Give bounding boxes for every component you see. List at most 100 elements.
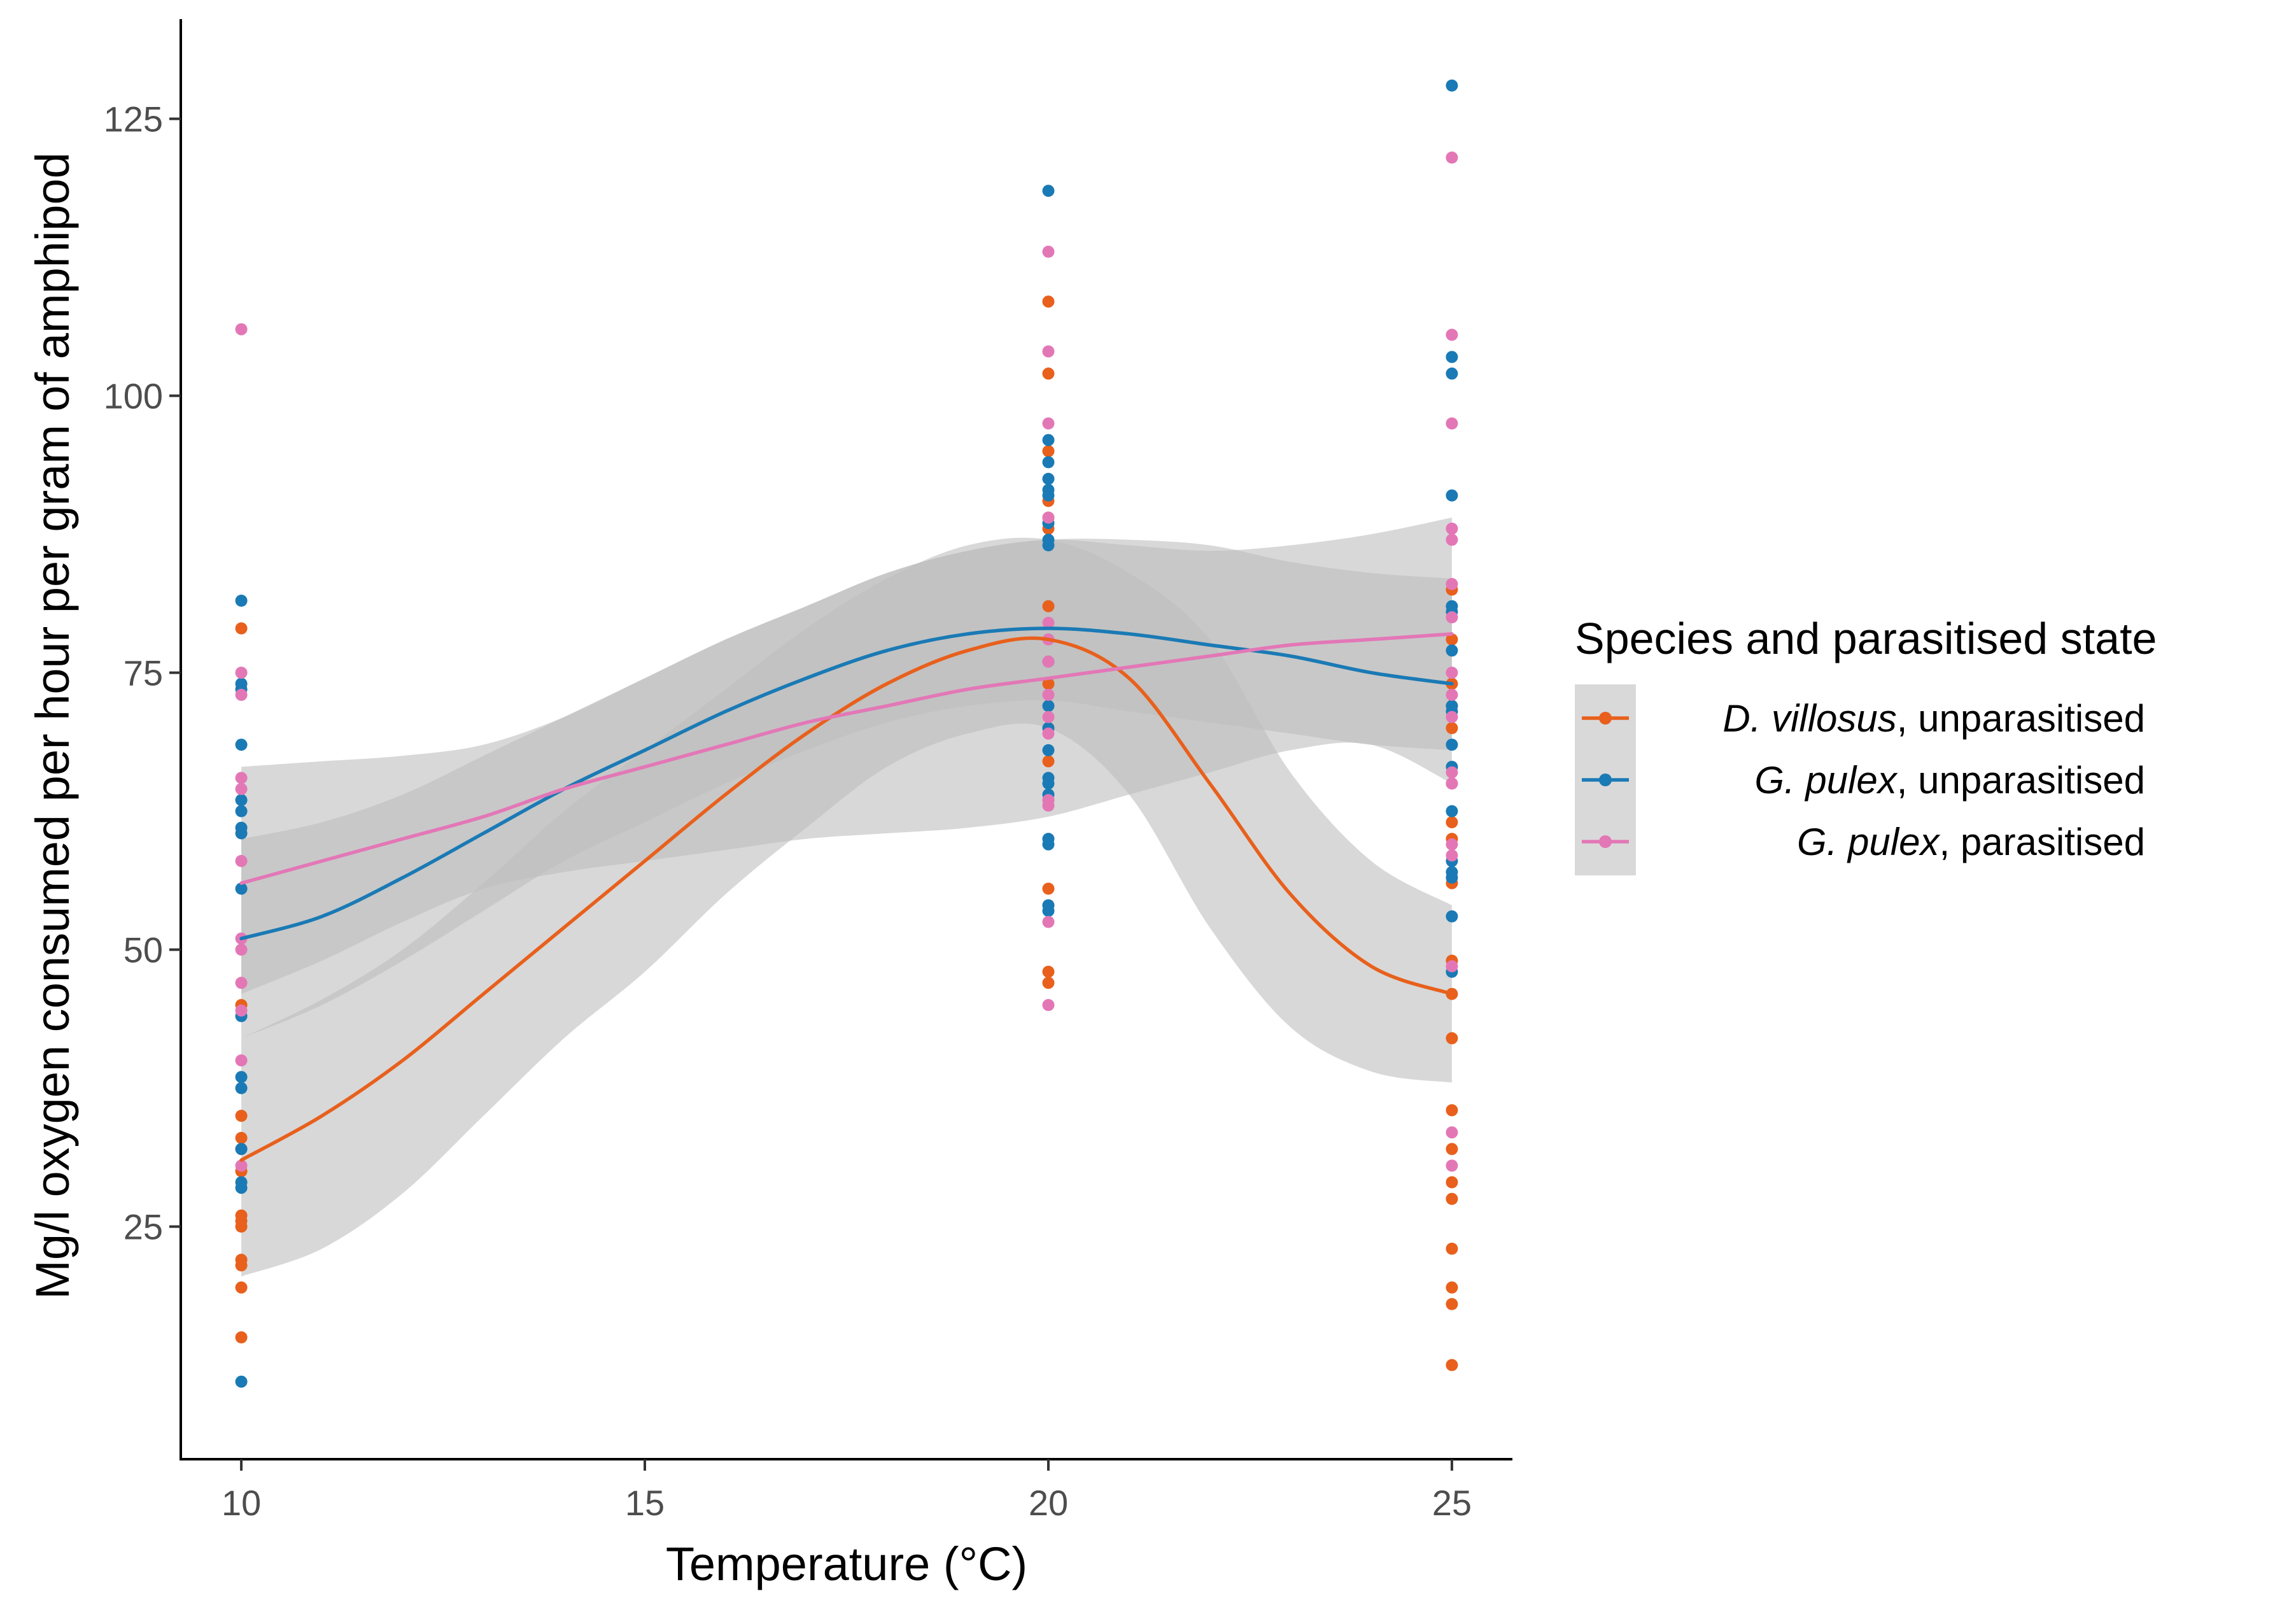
y-tick-label: 25 <box>123 1207 163 1247</box>
legend-state: , parasitised <box>1940 821 2146 863</box>
data-point-1 <box>1042 838 1055 851</box>
data-point-1 <box>235 1082 248 1094</box>
data-point-2 <box>1446 329 1458 341</box>
data-point-2 <box>1446 688 1458 701</box>
data-point-2 <box>1446 667 1458 679</box>
data-point-1 <box>235 794 248 807</box>
data-point-2 <box>1446 960 1458 973</box>
data-point-0 <box>235 1281 248 1294</box>
data-point-2 <box>1042 916 1055 928</box>
data-point-2 <box>1042 616 1055 629</box>
data-point-2 <box>235 688 248 701</box>
data-point-2 <box>1446 152 1458 164</box>
data-point-0 <box>235 1259 248 1271</box>
data-point-2 <box>1042 511 1055 524</box>
y-axis-ticks: 25 50 75 100 125 <box>104 99 181 1247</box>
data-point-0 <box>235 1131 248 1144</box>
data-point-2 <box>1446 611 1458 624</box>
data-point-0 <box>1446 722 1458 735</box>
y-tick-label: 100 <box>104 376 163 416</box>
data-point-0 <box>235 1331 248 1344</box>
data-point-1 <box>1446 910 1458 923</box>
x-tick-label: 25 <box>1432 1483 1472 1523</box>
data-point-2 <box>1042 345 1055 358</box>
data-point-0 <box>1446 1297 1458 1310</box>
data-point-0 <box>235 1220 248 1233</box>
data-point-1 <box>1446 489 1458 502</box>
data-point-2 <box>235 854 248 867</box>
data-point-0 <box>1446 1359 1458 1371</box>
legend-species-name: G. pulex <box>1754 759 1898 802</box>
data-point-1 <box>1042 434 1055 446</box>
data-point-0 <box>1042 677 1055 690</box>
data-point-2 <box>235 323 248 336</box>
data-point-2 <box>1042 711 1055 723</box>
data-point-0 <box>235 622 248 635</box>
data-point-0 <box>1042 600 1055 612</box>
data-point-2 <box>1446 417 1458 430</box>
data-point-1 <box>1446 351 1458 364</box>
data-point-2 <box>1446 522 1458 535</box>
data-point-1 <box>1446 79 1458 92</box>
data-point-1 <box>235 1143 248 1156</box>
data-point-0 <box>1446 1143 1458 1156</box>
data-point-0 <box>1042 445 1055 458</box>
data-point-2 <box>1446 766 1458 779</box>
x-tick-label: 10 <box>222 1483 261 1523</box>
data-point-2 <box>235 772 248 784</box>
x-tick-label: 15 <box>625 1483 665 1523</box>
data-point-2 <box>1446 711 1458 723</box>
legend-key-point <box>1599 712 1612 725</box>
data-point-2 <box>235 1159 248 1172</box>
data-point-1 <box>1446 367 1458 380</box>
data-point-2 <box>235 977 248 989</box>
data-point-2 <box>1446 849 1458 862</box>
y-tick-label: 75 <box>123 653 163 693</box>
data-point-1 <box>235 739 248 751</box>
y-axis-title: Mg/l oxygen consumed per hour per gram o… <box>26 152 79 1299</box>
legend-label: G. pulex, parasitised <box>1797 821 2145 863</box>
data-point-0 <box>1446 633 1458 646</box>
data-point-2 <box>1042 727 1055 740</box>
data-point-1 <box>235 595 248 607</box>
data-point-0 <box>235 1110 248 1122</box>
data-point-2 <box>1042 799 1055 812</box>
data-point-1 <box>1446 644 1458 657</box>
data-point-0 <box>1446 1176 1458 1189</box>
legend-state: , unparasitised <box>1897 759 2145 802</box>
data-point-1 <box>1446 805 1458 817</box>
data-point-0 <box>1042 882 1055 895</box>
legend-species-name: G. pulex <box>1797 821 1940 863</box>
data-point-1 <box>1042 700 1055 712</box>
legend-species-name: D. villosus <box>1722 697 1896 740</box>
legend-label: D. villosus, unparasitised <box>1722 697 2145 740</box>
data-point-0 <box>1042 965 1055 978</box>
data-point-1 <box>1042 456 1055 469</box>
data-point-2 <box>235 944 248 956</box>
data-point-2 <box>1446 1159 1458 1172</box>
data-point-2 <box>235 1054 248 1067</box>
legend-key-point <box>1599 835 1612 848</box>
data-point-2 <box>235 667 248 679</box>
data-point-1 <box>1042 472 1055 485</box>
data-point-2 <box>235 1004 248 1017</box>
data-point-0 <box>1042 977 1055 989</box>
data-point-2 <box>1446 777 1458 790</box>
data-point-2 <box>1042 655 1055 668</box>
loess-curves <box>239 626 1454 1162</box>
legend: Species and parasitised state D. villosu… <box>1575 614 2157 875</box>
y-tick-label: 50 <box>123 930 163 970</box>
data-point-0 <box>1446 1032 1458 1045</box>
data-point-0 <box>1042 367 1055 380</box>
data-point-2 <box>1446 1126 1458 1139</box>
data-point-0 <box>1446 1104 1458 1117</box>
data-points <box>235 79 1458 1388</box>
data-point-2 <box>1446 577 1458 590</box>
x-axis-title: Temperature (°C) <box>666 1538 1027 1590</box>
data-point-1 <box>1042 777 1055 790</box>
data-point-1 <box>235 827 248 840</box>
legend-key-point <box>1599 774 1612 786</box>
data-point-0 <box>1446 1192 1458 1205</box>
